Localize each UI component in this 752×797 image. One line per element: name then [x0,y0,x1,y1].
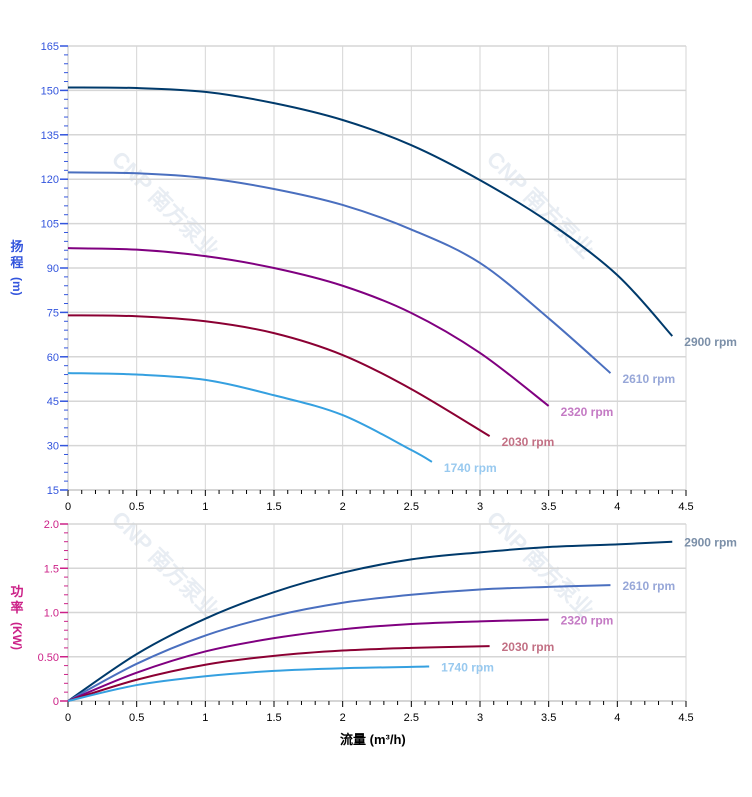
y-tick-label: 2.0 [44,519,59,531]
series-label-2320-rpm: 2320 rpm [561,405,614,419]
y-tick-label: 1.5 [44,563,59,575]
head-axis-label: 扬 程 (m) [9,239,25,296]
x-tick-label: 1.5 [266,712,281,724]
x-tick-label: 3.5 [541,501,556,513]
series-line-1740-rpm [67,665,430,702]
x-tick-label: 3 [477,501,483,513]
power-axis-char-2: 率 [10,600,24,615]
flow-axis-label: 流量 (m³/h) [340,732,406,747]
power-axis-unit: (KW) [10,622,24,650]
power-axis-label: 功 率 (KW) [9,584,25,650]
series-line-2900-rpm [67,86,674,337]
x-tick-label: 0.5 [129,501,144,513]
y-tick-label: 90 [47,263,59,275]
series-line-2320-rpm [67,618,549,702]
x-tick-label: 4.5 [678,712,693,724]
y-tick-label: 75 [47,307,59,319]
series-line-2610-rpm [67,171,612,374]
head-axis-unit: (m) [10,277,24,296]
y-tick-label: 150 [41,85,59,97]
x-tick-label: 1 [202,712,208,724]
y-tick-label: 30 [47,441,59,453]
series-label-2900-rpm: 2900 rpm [684,335,737,349]
y-tick-label: 15 [47,485,59,497]
x-tick-label: 2 [340,501,346,513]
x-tick-label: 1.5 [266,501,281,513]
series-label-2610-rpm: 2610 rpm [622,579,675,593]
watermark-logo: CNP 南方泵业 [107,146,224,263]
series-label-2900-rpm: 2900 rpm [684,536,737,550]
x-tick-label: 3 [477,712,483,724]
y-tick-label: 165 [41,41,59,53]
series-line-1740-rpm [67,372,433,463]
x-tick-label: 2 [340,712,346,724]
series-line-2320-rpm [67,247,550,407]
series-line-2900-rpm [67,540,673,702]
x-tick-label: 4.5 [678,501,693,513]
series-label-2610-rpm: 2610 rpm [622,372,675,386]
x-tick-label: 1 [202,501,208,513]
y-tick-label: 120 [41,174,59,186]
series-line-2030-rpm [67,314,491,437]
x-tick-label: 0 [65,712,71,724]
y-tick-label: 45 [47,396,59,408]
x-tick-label: 0 [65,501,71,513]
series-line-2030-rpm [67,645,490,702]
y-tick-label: 105 [41,219,59,231]
power-panel: 0 0.5 1 1.5 2 2.5 3 3.5 4 4.5 0 0.50 1.0 1.5 2.0 2900 r… [38,519,737,724]
x-tick-label: 4 [614,501,620,513]
y-tick-label: 60 [47,352,59,364]
y-tick-label: 135 [41,130,59,142]
head-axis-char-2: 程 [10,255,24,270]
x-tick-label: 4 [614,712,620,724]
series-label-2030-rpm: 2030 rpm [502,435,555,449]
x-tick-label: 0.5 [129,712,144,724]
power-axis-char-1: 功 [10,584,24,599]
series-label-1740-rpm: 1740 rpm [444,461,497,475]
x-tick-label: 2.5 [404,712,419,724]
x-tick-label: 2.5 [404,501,419,513]
head-panel: 0 0.5 1 1.5 2 2.5 3 3.5 4 4.5 15 30 45 60 75 90 105 120 13… [41,41,737,513]
series-label-2030-rpm: 2030 rpm [502,640,555,654]
series-label-1740-rpm: 1740 rpm [441,660,494,674]
y-tick-label: 1.0 [44,608,59,620]
y-tick-label: 0 [53,696,59,708]
head-axis-char-1: 扬 [10,239,24,254]
y-tick-label: 0.50 [38,652,59,664]
x-tick-label: 3.5 [541,712,556,724]
series-label-2320-rpm: 2320 rpm [561,614,614,628]
series-line-2610-rpm [67,584,611,702]
